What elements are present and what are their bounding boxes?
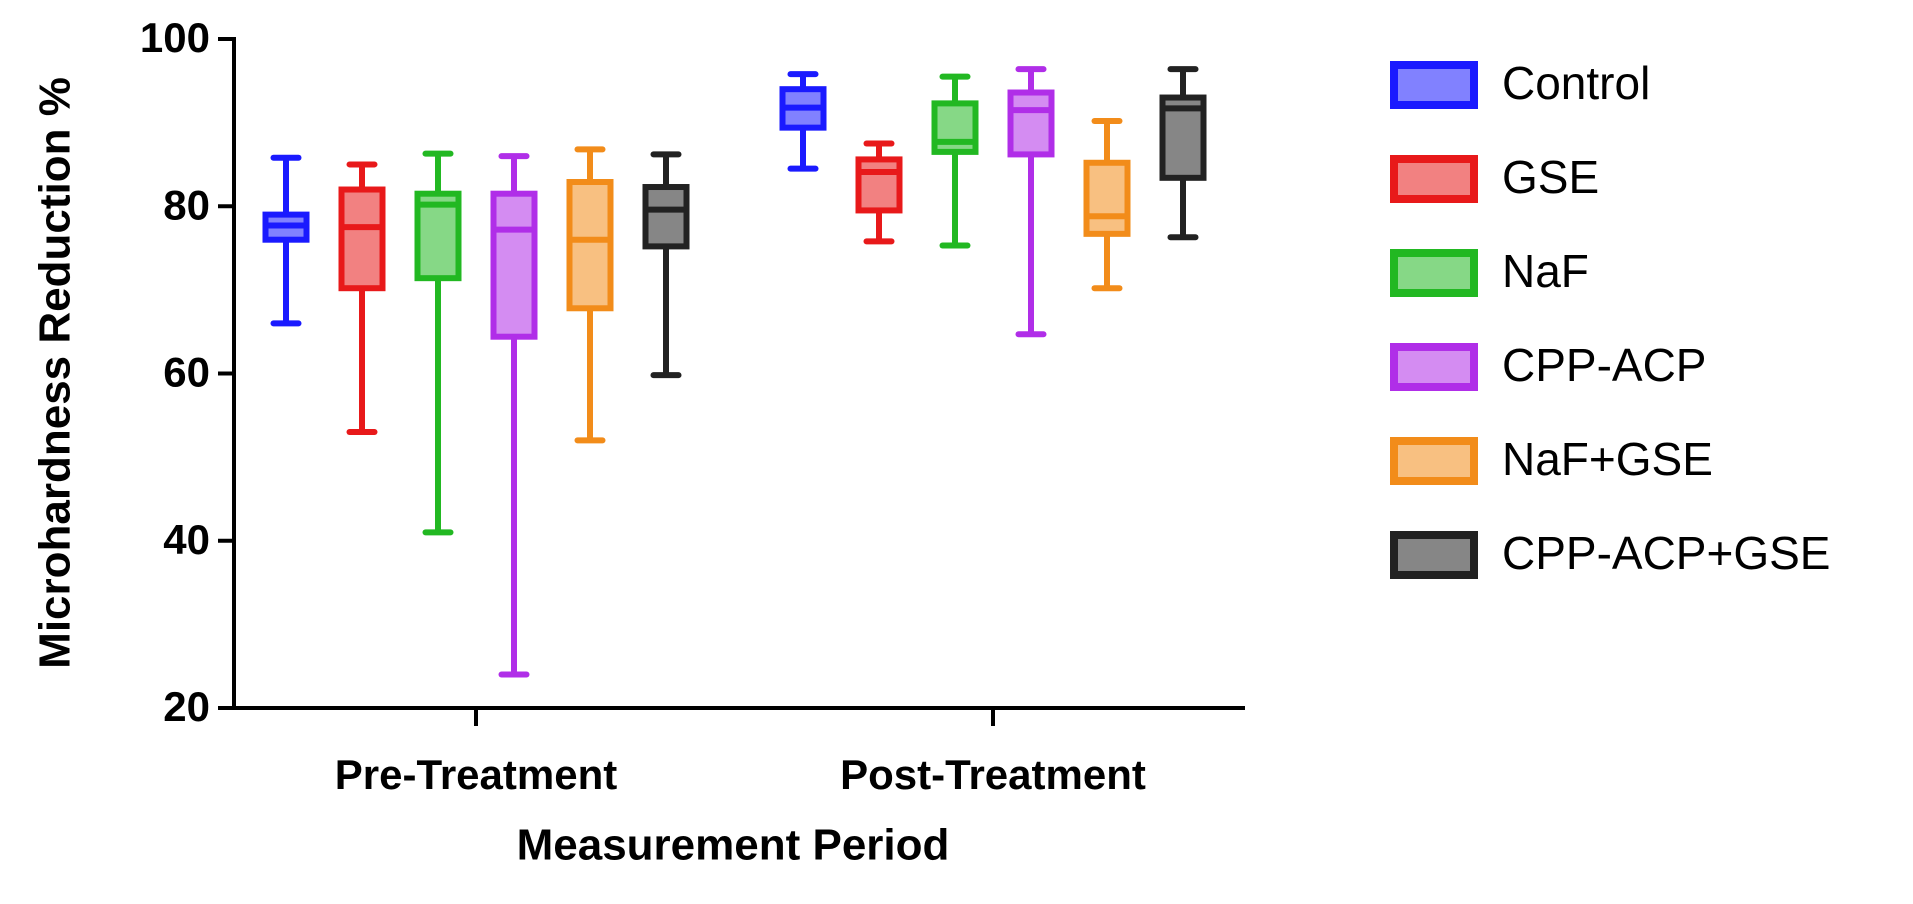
legend-swatch — [1390, 61, 1478, 109]
x-tick-label: Pre-Treatment — [335, 751, 617, 798]
legend-label: CPP-ACP — [1502, 339, 1706, 391]
legend-swatch — [1390, 437, 1478, 485]
box — [414, 190, 462, 282]
box — [566, 178, 614, 312]
x-axis-title: Measurement Period — [517, 821, 950, 870]
legend-swatch — [1390, 343, 1478, 391]
y-axis-title: Microhardness Reduction % — [31, 77, 80, 669]
box — [490, 190, 538, 340]
box — [1083, 159, 1131, 237]
box — [855, 156, 903, 214]
y-tick-label: 20 — [163, 683, 210, 730]
legend-swatch — [1390, 531, 1478, 579]
legend-label: NaF — [1502, 245, 1589, 297]
box — [642, 184, 690, 250]
box — [338, 186, 386, 292]
box — [1007, 89, 1055, 158]
legend-swatch — [1390, 155, 1478, 203]
legend-label: GSE — [1502, 151, 1599, 203]
legend-label: CPP-ACP+GSE — [1502, 527, 1831, 579]
y-tick-label: 80 — [163, 181, 210, 228]
legend-label: NaF+GSE — [1502, 433, 1713, 485]
x-tick-label: Post-Treatment — [840, 751, 1146, 798]
y-tick-label: 60 — [163, 349, 210, 396]
legend-swatch — [1390, 249, 1478, 297]
y-tick-label: 100 — [140, 14, 210, 61]
y-tick-label: 40 — [163, 516, 210, 563]
legend-label: Control — [1502, 57, 1650, 109]
